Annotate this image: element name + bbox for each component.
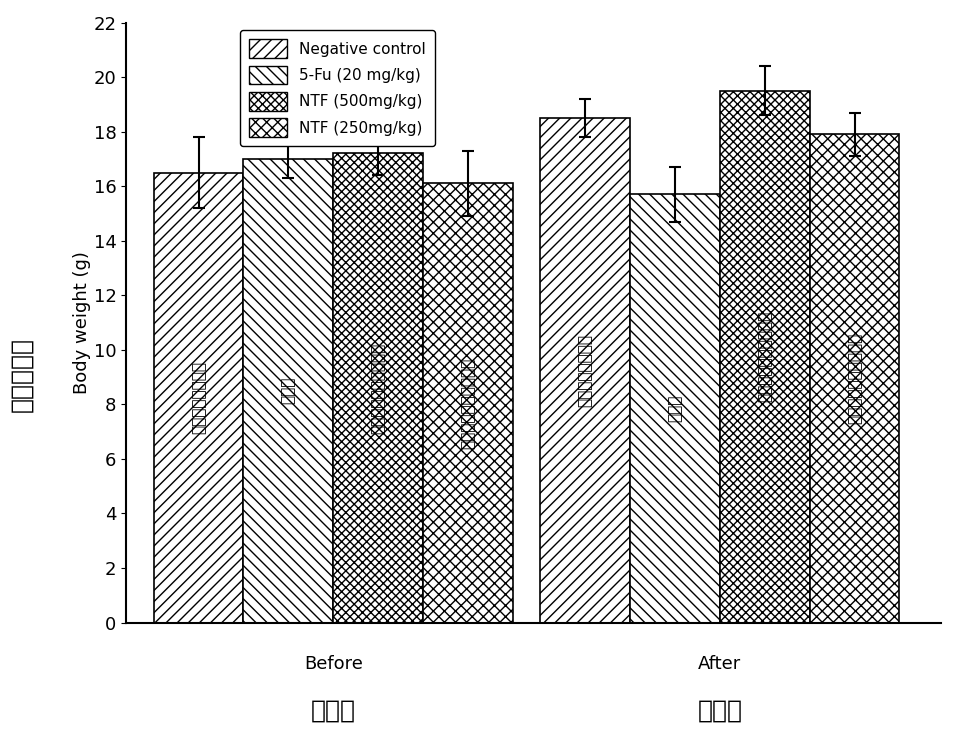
Bar bbox=[719, 91, 809, 622]
Text: Before: Before bbox=[303, 656, 362, 674]
Text: 未予治疗的对照组: 未予治疗的对照组 bbox=[578, 334, 592, 406]
Text: 灵芝中性三萜高剂量组: 灵芝中性三萜高剂量组 bbox=[370, 342, 386, 433]
Text: 化疗组: 化疗组 bbox=[281, 377, 296, 404]
Text: 灵芝中性三萜低剂量组: 灵芝中性三萜低剂量组 bbox=[846, 333, 861, 424]
Bar bbox=[540, 118, 630, 622]
Bar bbox=[422, 184, 513, 622]
Y-axis label: Body weight (g): Body weight (g) bbox=[73, 251, 90, 394]
Bar bbox=[333, 154, 422, 622]
Bar bbox=[630, 194, 719, 622]
Text: 实验后: 实验后 bbox=[697, 699, 741, 723]
Text: 未予治疗的对照组: 未予治疗的对照组 bbox=[191, 361, 205, 434]
Text: 化疗组: 化疗组 bbox=[667, 394, 682, 422]
Text: 实验前: 实验前 bbox=[310, 699, 356, 723]
Text: 灵芝中性三萜高剂量组: 灵芝中性三萜高剂量组 bbox=[757, 311, 771, 402]
Text: 灵芝中性三萜低剂量组: 灵芝中性三萜低剂量组 bbox=[460, 357, 475, 448]
Bar bbox=[153, 172, 243, 622]
Legend: Negative control, 5-Fu (20 mg/kg), NTF (500mg/kg), NTF (250mg/kg): Negative control, 5-Fu (20 mg/kg), NTF (… bbox=[239, 30, 435, 146]
Bar bbox=[809, 134, 898, 622]
Text: 体重（克）: 体重（克） bbox=[10, 338, 33, 412]
Text: After: After bbox=[698, 656, 740, 674]
Bar bbox=[243, 159, 333, 622]
